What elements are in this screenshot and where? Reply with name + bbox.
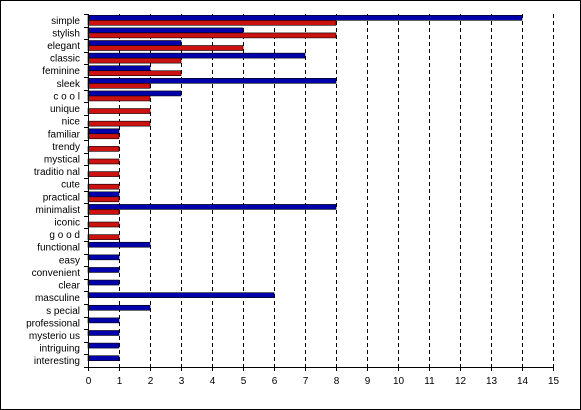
y-tick-label-familiar: familiar xyxy=(48,129,81,140)
y-tick-label-clear: clear xyxy=(58,281,80,292)
bar-practical-series-1 xyxy=(87,191,120,198)
y-tick-label-good: g o o d xyxy=(49,230,80,241)
bar-cool-series-1 xyxy=(87,90,182,97)
x-tick-label-11: 11 xyxy=(424,376,435,387)
x-tick-label-9: 9 xyxy=(365,376,371,387)
bar-mystical-series-2 xyxy=(87,158,120,165)
x-tick-label-10: 10 xyxy=(393,376,405,387)
bar-trendy-series-2 xyxy=(87,146,120,152)
x-tick-label-1: 1 xyxy=(117,376,123,387)
bar-clear-series-1 xyxy=(87,279,120,286)
y-tick-label-functional: functional xyxy=(37,243,80,254)
bar-easy-series-1 xyxy=(87,254,120,261)
bar-masculine-series-1 xyxy=(87,292,275,298)
bar-good-series-2 xyxy=(87,234,120,240)
y-tick-label-professional: professional xyxy=(26,318,80,329)
y-tick-label-cool: c o o l xyxy=(53,91,80,102)
bar-feminine-series-1 xyxy=(87,65,151,72)
x-tick-label-7: 7 xyxy=(303,376,309,387)
x-tick-label-0: 0 xyxy=(86,376,92,387)
bar-simple-series-2 xyxy=(87,20,337,26)
bars xyxy=(87,15,523,361)
bar-minimalist-series-2 xyxy=(87,209,120,215)
bar-iconic-series-2 xyxy=(87,221,120,228)
y-tick-label-nice: nice xyxy=(62,117,81,128)
bar-classic-series-2 xyxy=(87,57,182,64)
bar-traditional-series-2 xyxy=(87,171,120,177)
y-tick-label-unique: unique xyxy=(50,104,80,115)
y-tick-label-trendy: trendy xyxy=(52,142,80,153)
y-tick-label-special: s pecial xyxy=(46,306,80,317)
y-tick-label-simple: simple xyxy=(51,16,80,27)
bar-interesting-series-1 xyxy=(87,355,120,361)
x-tick-label-2: 2 xyxy=(148,376,154,387)
bar-stylish-series-2 xyxy=(87,32,337,39)
x-tick-label-14: 14 xyxy=(517,376,529,387)
y-tick-label-easy: easy xyxy=(59,255,80,266)
x-tick-label-6: 6 xyxy=(272,376,278,387)
y-tick-label-iconic: iconic xyxy=(54,218,80,229)
y-tick-label-sleek: sleek xyxy=(57,79,81,90)
x-tick-label-12: 12 xyxy=(455,376,467,387)
bar-classic-series-1 xyxy=(87,52,306,59)
axes xyxy=(84,14,554,371)
x-tick-label-3: 3 xyxy=(179,376,185,387)
y-tick-label-stylish: stylish xyxy=(52,28,80,39)
bar-elegant-series-2 xyxy=(87,45,244,51)
x-tick-label-4: 4 xyxy=(210,376,216,387)
y-tick-label-traditional: traditio nal xyxy=(34,167,80,178)
bar-functional-series-1 xyxy=(87,241,151,248)
x-tick-label-15: 15 xyxy=(548,376,560,387)
bar-nice-series-2 xyxy=(87,120,151,127)
bar-convenient-series-1 xyxy=(87,267,120,273)
y-tick-label-convenient: convenient xyxy=(32,268,81,279)
bar-elegant-series-1 xyxy=(87,40,182,46)
x-tick-label-5: 5 xyxy=(241,376,247,387)
y-tick-label-interesting: interesting xyxy=(34,356,80,367)
bar-minimalist-series-1 xyxy=(87,204,337,210)
bar-stylish-series-1 xyxy=(87,27,244,34)
bar-simple-series-1 xyxy=(87,15,523,21)
y-tick-label-minimalist: minimalist xyxy=(36,205,81,216)
bar-special-series-1 xyxy=(87,304,151,311)
bar-familiar-series-1 xyxy=(87,128,120,135)
y-tick-label-mysterious: mysterio us xyxy=(29,331,80,342)
x-tick-label-13: 13 xyxy=(486,376,498,387)
y-tick-label-cute: cute xyxy=(61,180,80,191)
y-tick-label-classic: classic xyxy=(50,54,80,65)
bar-cool-series-2 xyxy=(87,95,151,102)
y-tick-label-masculine: masculine xyxy=(35,293,80,304)
bar-cute-series-2 xyxy=(87,183,120,190)
y-tick-label-practical: practical xyxy=(43,192,80,203)
bar-intriguing-series-1 xyxy=(87,342,120,349)
bar-sleek-series-1 xyxy=(87,78,337,84)
bar-feminine-series-2 xyxy=(87,70,182,77)
y-tick-label-mystical: mystical xyxy=(44,154,80,165)
y-tick-label-feminine: feminine xyxy=(42,66,80,77)
bar-unique-series-2 xyxy=(87,108,151,114)
x-tick-label-8: 8 xyxy=(334,376,340,387)
bar-practical-series-2 xyxy=(87,196,120,203)
y-tick-label-intriguing: intriguing xyxy=(39,344,80,355)
bar-sleek-series-2 xyxy=(87,83,151,89)
bar-familiar-series-2 xyxy=(87,133,120,140)
bar-mysterious-series-1 xyxy=(87,330,120,336)
bar-professional-series-1 xyxy=(87,317,120,324)
y-tick-label-elegant: elegant xyxy=(47,41,80,52)
